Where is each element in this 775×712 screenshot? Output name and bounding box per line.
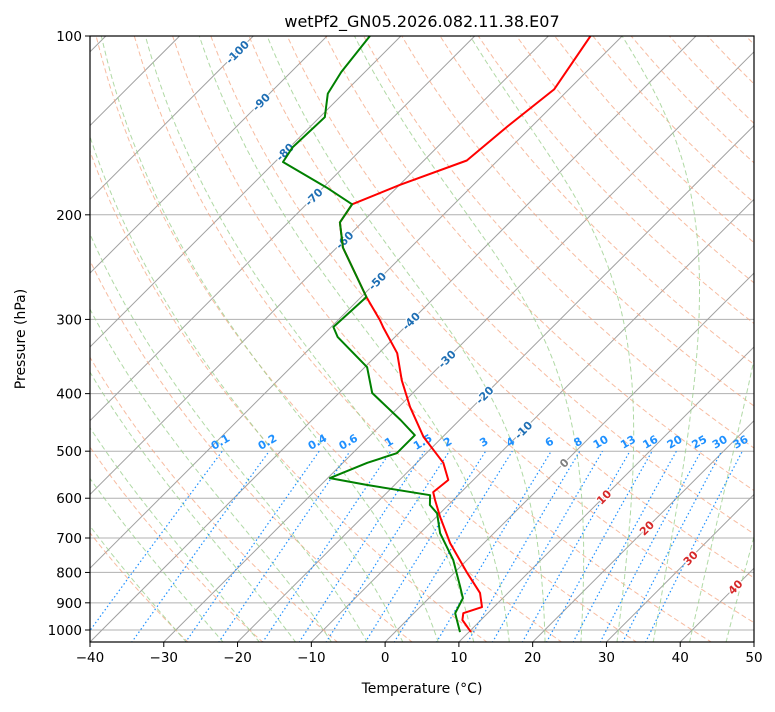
mixing-ratio-label: 0.2	[256, 432, 279, 453]
y-tick-label: 900	[56, 596, 82, 612]
y-tick-label: 600	[56, 491, 82, 507]
dry-adiabat-line	[746, 36, 775, 643]
x-tick-label: −20	[223, 650, 252, 666]
moist-adiabat-line	[199, 36, 509, 643]
x-tick-label: 20	[524, 650, 541, 666]
isotherm-line	[385, 36, 775, 642]
mixing-ratio-label: 8	[571, 435, 584, 450]
dry-adiabat-line	[669, 36, 775, 643]
isotherm-line	[16, 36, 622, 642]
mixing-ratio-label: 6	[543, 434, 556, 449]
isotherm-label: -50	[366, 269, 389, 292]
moist-adiabat-line	[33, 36, 368, 643]
moist-adiabat-line	[470, 36, 634, 643]
isotherm-label: -90	[250, 90, 273, 113]
x-axis-label: Temperature (°C)	[361, 681, 483, 697]
dry-adiabat-line	[20, 36, 413, 643]
mixing-ratio-line	[468, 451, 580, 642]
y-tick-label: 1000	[48, 623, 82, 639]
isotherm-label: 30	[681, 548, 701, 568]
y-tick-label: 400	[56, 387, 82, 403]
isotherm-line	[0, 36, 475, 642]
x-tick-label: −10	[297, 650, 326, 666]
isotherm-line	[311, 36, 775, 642]
moist-adiabat-line	[64, 36, 403, 643]
y-tick-label: 100	[56, 29, 82, 45]
isotherm-line	[533, 36, 775, 642]
temperature-profile-line	[340, 36, 591, 632]
mixing-ratio-line	[436, 451, 551, 642]
mixing-ratio-line	[600, 451, 701, 642]
isotherm-label: -60	[333, 228, 356, 251]
dry-adiabat-line	[517, 36, 775, 643]
x-tick-label: 10	[450, 650, 467, 666]
isotherm-label: -10	[512, 418, 535, 441]
moist-adiabat-line	[5, 36, 332, 643]
dry-adiabat-line	[0, 36, 263, 643]
mixing-ratio-label: 2	[441, 435, 454, 450]
moist-adiabat-line	[690, 36, 775, 643]
x-tick-label: 30	[598, 650, 615, 666]
chart-title: wetPf2_GN05.2026.082.11.38.E07	[284, 12, 559, 32]
mixing-ratio-label: 3	[477, 435, 490, 450]
moist-adiabat-line	[101, 36, 438, 643]
isotherm-label: 0	[557, 456, 572, 471]
y-tick-label: 300	[56, 312, 82, 328]
x-tick-label: 50	[745, 650, 762, 666]
mixing-ratio-line	[623, 451, 722, 642]
mixing-ratio-label: 1	[382, 435, 395, 450]
dry-adiabat-line	[593, 36, 775, 643]
isotherm-line	[680, 36, 775, 642]
x-tick-label: 40	[672, 650, 689, 666]
y-tick-label: 800	[56, 565, 82, 581]
mixing-ratio-line	[262, 451, 390, 642]
dry-adiabat-line	[440, 36, 775, 643]
y-tick-label: 700	[56, 531, 82, 547]
mixing-ratio-label: 16	[640, 433, 660, 452]
isotherm-line	[754, 36, 775, 642]
mixing-ratio-line	[81, 451, 222, 642]
mixing-ratio-line	[573, 451, 676, 642]
x-tick-label: −30	[150, 650, 179, 666]
mixing-ratio-label: 20	[665, 433, 685, 452]
dry-adiabat-line	[134, 36, 637, 643]
y-axis-label: Pressure (hPa)	[13, 289, 29, 389]
mixing-ratio-label: 36	[731, 433, 751, 452]
isotherm-line	[0, 36, 253, 642]
isotherm-label: -100	[223, 38, 252, 67]
moist-adiabat-line	[726, 36, 775, 643]
dry-adiabat-line	[0, 36, 338, 643]
x-tick-label: 0	[381, 650, 390, 666]
dry-adiabat-line	[708, 36, 775, 643]
moist-adiabat-line	[0, 36, 260, 643]
y-tick-label: 200	[56, 208, 82, 224]
mixing-ratio-line	[132, 451, 270, 642]
mixing-ratio-label: 10	[591, 433, 611, 452]
mixing-ratio-label: 30	[710, 433, 730, 452]
dry-adiabat-line	[58, 36, 488, 643]
mixing-ratio-label: 13	[618, 433, 638, 452]
isotherm-line	[0, 36, 327, 642]
isotherm-line	[164, 36, 770, 642]
mixing-ratio-line	[219, 451, 351, 642]
dry-adiabat-line	[555, 36, 775, 643]
isotherm-line	[90, 36, 696, 642]
mixing-ratio-label: 25	[689, 433, 709, 452]
background-lines	[0, 36, 775, 643]
dry-adiabat-line	[364, 36, 775, 643]
x-tick-label: −40	[76, 650, 105, 666]
isotherm-label: 40	[726, 577, 746, 597]
y-tick-label: 500	[56, 444, 82, 460]
